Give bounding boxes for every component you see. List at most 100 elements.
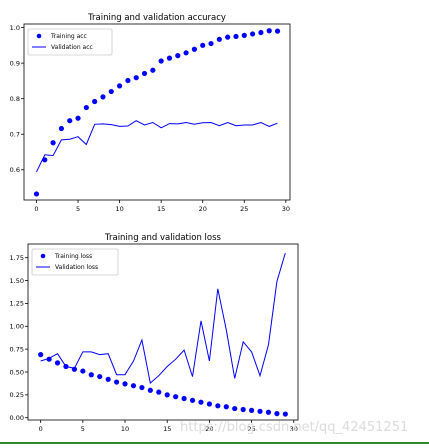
training-data-point — [232, 405, 238, 412]
y-tick-label: 1.50 — [10, 277, 24, 285]
training-data-point — [133, 75, 139, 81]
x-tick-label: 0 — [34, 205, 38, 213]
training-data-point — [125, 77, 131, 84]
training-data-point — [54, 360, 61, 366]
y-tick-label: 0.7 — [10, 131, 20, 139]
y-tick-label: 0.75 — [10, 345, 24, 353]
training-data-point — [166, 55, 173, 61]
training-data-point — [233, 33, 239, 40]
training-data-point — [241, 32, 247, 38]
training-data-point — [274, 28, 281, 34]
y-tick-label: 0.6 — [10, 166, 20, 174]
training-data-point — [164, 392, 170, 398]
plot-frame — [27, 243, 299, 421]
x-tick-label: 20 — [205, 425, 213, 433]
training-data-point — [108, 88, 114, 95]
training-data-point — [223, 404, 229, 410]
training-data-point — [200, 42, 206, 48]
x-tick-label: 20 — [199, 205, 207, 213]
training-data-point — [198, 399, 204, 405]
training-data-point — [266, 28, 272, 34]
x-tick-label: 30 — [282, 205, 290, 213]
training-data-point — [173, 394, 179, 400]
y-tick-label: 0.25 — [10, 391, 24, 399]
training-data-point — [67, 118, 73, 124]
training-data-point — [158, 58, 164, 64]
training-data-point — [258, 29, 264, 36]
x-tick-label: 10 — [121, 425, 129, 433]
training-data-point — [240, 406, 246, 413]
training-data-point — [38, 352, 44, 358]
training-data-point — [139, 384, 145, 391]
training-data-point — [191, 46, 198, 52]
training-data-point — [181, 395, 187, 402]
legend-dot-marker — [36, 33, 42, 39]
training-data-point — [122, 381, 128, 387]
plot-frame — [23, 23, 291, 201]
training-data-point — [130, 383, 137, 389]
training-data-point — [248, 407, 255, 413]
bottom-border — [0, 442, 429, 444]
training-data-point — [75, 115, 81, 121]
training-data-point — [88, 372, 94, 378]
y-tick-label: 0.9 — [10, 59, 20, 67]
training-data-point — [113, 379, 120, 385]
training-data-point — [215, 403, 221, 409]
y-tick-label: 0.00 — [10, 414, 24, 422]
training-data-point — [105, 376, 111, 382]
training-data-point — [156, 389, 162, 395]
x-tick-label: 5 — [81, 425, 85, 433]
training-data-point — [83, 104, 89, 111]
legend-label: Training acc — [50, 33, 87, 40]
loss-chart: Training and validation loss 0 5 10 15 20 25 30… — [10, 233, 299, 433]
training-data-point — [274, 411, 280, 417]
training-data-point — [265, 409, 272, 415]
x-tick-label: 25 — [240, 205, 248, 213]
training-data-point — [50, 140, 56, 146]
training-data-point — [189, 397, 196, 403]
training-data-point — [206, 401, 213, 407]
training-data-point — [216, 36, 222, 42]
x-tick-label: 15 — [157, 205, 165, 213]
y-tick-label: 1.75 — [10, 254, 24, 262]
training-data-point — [175, 53, 181, 59]
legend-label: Validation acc — [51, 44, 93, 51]
legend-box — [31, 248, 119, 276]
watermark-text: https://blog.csdn.net/qq_42451251 — [180, 420, 409, 435]
training-data-point — [225, 34, 231, 40]
legend-label: Validation loss — [55, 264, 98, 271]
training-data-point — [33, 191, 40, 197]
training-data-point — [249, 31, 256, 37]
validation-series-line — [36, 120, 278, 173]
training-data-point — [147, 387, 153, 393]
y-tick-label: 0.8 — [10, 95, 20, 103]
training-data-point — [97, 373, 103, 380]
validation-series-line — [40, 252, 286, 384]
training-data-point — [257, 408, 263, 414]
training-data-point — [58, 125, 65, 132]
y-tick-label: 1.00 — [10, 323, 24, 331]
training-data-point — [80, 368, 86, 374]
y-tick-label: 1.0 — [10, 24, 20, 32]
x-tick-label: 5 — [76, 205, 80, 213]
legend-dot-marker — [40, 253, 46, 259]
chart-title: Training and validation accuracy — [87, 13, 226, 23]
x-tick-label: 25 — [247, 425, 255, 433]
x-tick-label: 0 — [39, 425, 43, 433]
accuracy-chart: Training and validation accuracy 0 5 10 15 20… — [10, 13, 291, 213]
training-data-point — [92, 98, 98, 105]
training-data-point — [116, 83, 123, 89]
training-data-point — [150, 67, 156, 73]
chart-title: Training and validation loss — [104, 233, 221, 243]
training-data-point — [100, 94, 106, 100]
training-data-point — [208, 40, 214, 47]
training-data-point — [141, 70, 148, 77]
x-tick-label: 15 — [163, 425, 171, 433]
x-tick-label: 30 — [290, 425, 298, 433]
legend-label: Training loss — [54, 253, 92, 260]
legend-box — [27, 28, 113, 56]
training-data-point — [282, 411, 288, 417]
y-tick-label: 1.25 — [10, 300, 24, 308]
x-tick-label: 10 — [115, 205, 123, 213]
